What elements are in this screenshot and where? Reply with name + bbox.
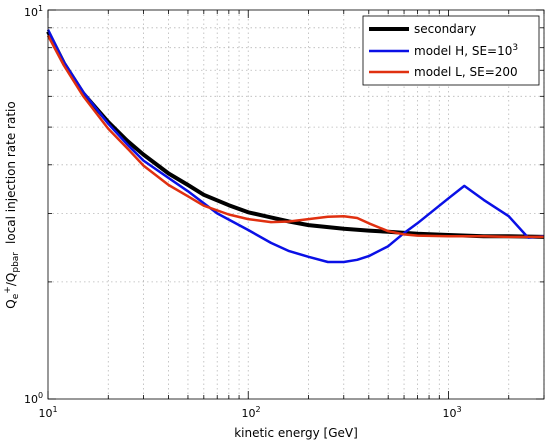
y-axis-label: Qe+/Qpbarlocal injection rate ratio [3,101,21,308]
series-line-model-h [46,29,545,264]
x-tick-label-1: 102 [241,405,260,420]
y-tick-label-0: 100 [24,391,43,406]
legend-label-secondary: secondary [414,22,476,36]
x-tick-label-0: 101 [38,405,57,420]
legend-label-model-h: model H, SE=103 [414,43,518,58]
series-line-model-l [46,34,544,239]
x-tick-label-2: 103 [442,405,461,420]
series-layer [46,29,545,264]
legend: secondary model H, SE=103 model L, SE=20… [362,15,540,86]
series-line-secondary [46,30,545,239]
plot-frame [47,9,545,400]
x-axis-label: kinetic energy [GeV] [234,426,358,440]
y-tick-label-1: 101 [24,4,43,19]
legend-label-model-l: model L, SE=200 [414,65,518,79]
